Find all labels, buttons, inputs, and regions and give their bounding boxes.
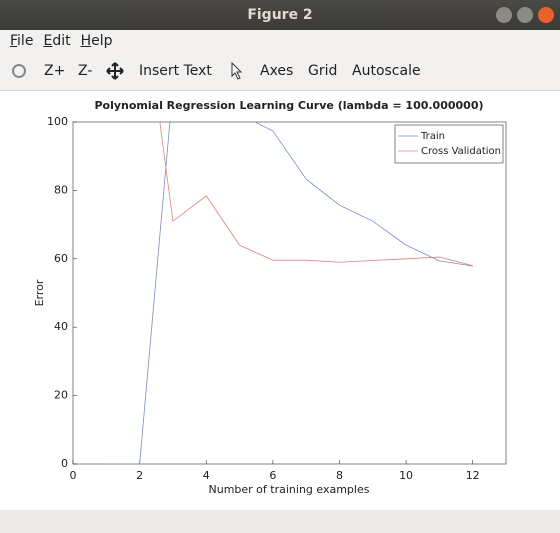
chart-title: Polynomial Regression Learning Curve (la…: [94, 99, 483, 112]
series-line: [106, 122, 473, 464]
zoom-in-button[interactable]: Z+: [44, 63, 66, 79]
menu-file[interactable]: File: [10, 33, 34, 49]
y-tick-label: 40: [54, 320, 68, 333]
x-tick-label: 2: [136, 469, 143, 482]
plot-lines: [106, 122, 473, 464]
x-tick-label: 10: [399, 469, 413, 482]
chart: Polynomial Regression Learning Curve (la…: [33, 99, 507, 496]
title-bar: Figure 2: [0, 0, 560, 30]
x-axis-label: Number of training examples: [209, 483, 370, 496]
series-line: [159, 122, 473, 267]
autoscale-button[interactable]: Autoscale: [352, 63, 421, 79]
y-tick-label: 0: [61, 457, 68, 470]
legend-label: Train: [420, 131, 445, 142]
menu-help[interactable]: Help: [80, 33, 113, 49]
x-tick-label: 0: [70, 469, 77, 482]
y-tick-label: 20: [54, 389, 68, 402]
legend-box: [394, 124, 504, 164]
menu-edit[interactable]: Edit: [43, 33, 71, 49]
pan-icon[interactable]: [106, 62, 124, 80]
menu-bar: File Edit Help: [0, 30, 560, 52]
rotate-icon[interactable]: [10, 62, 28, 80]
axes-box: [72, 121, 507, 465]
close-button[interactable]: [538, 7, 554, 23]
grid-button[interactable]: Grid: [308, 63, 338, 79]
window-title: Figure 2: [247, 7, 313, 23]
insert-text-button[interactable]: Insert Text: [139, 63, 212, 79]
plot-area: Polynomial Regression Learning Curve (la…: [0, 91, 560, 510]
maximize-button[interactable]: [517, 7, 533, 23]
zoom-out-button[interactable]: Z-: [78, 63, 93, 79]
select-icon[interactable]: [230, 62, 244, 80]
x-tick-label: 12: [466, 469, 480, 482]
axes-button[interactable]: Axes: [260, 63, 294, 79]
y-axis-label: Error: [33, 279, 46, 306]
x-tick-label: 8: [336, 469, 343, 482]
y-tick-label: 80: [54, 183, 68, 196]
y-tick-label: 100: [47, 115, 68, 128]
x-tick-label: 4: [203, 469, 210, 482]
status-bar: [0, 510, 560, 533]
minimize-button[interactable]: [496, 7, 512, 23]
y-tick-label: 60: [54, 252, 68, 265]
toolbar: Z+ Z- Insert Text Axes Grid Autoscale: [0, 52, 560, 91]
legend-label: Cross Validation: [421, 146, 501, 157]
x-tick-label: 6: [269, 469, 276, 482]
